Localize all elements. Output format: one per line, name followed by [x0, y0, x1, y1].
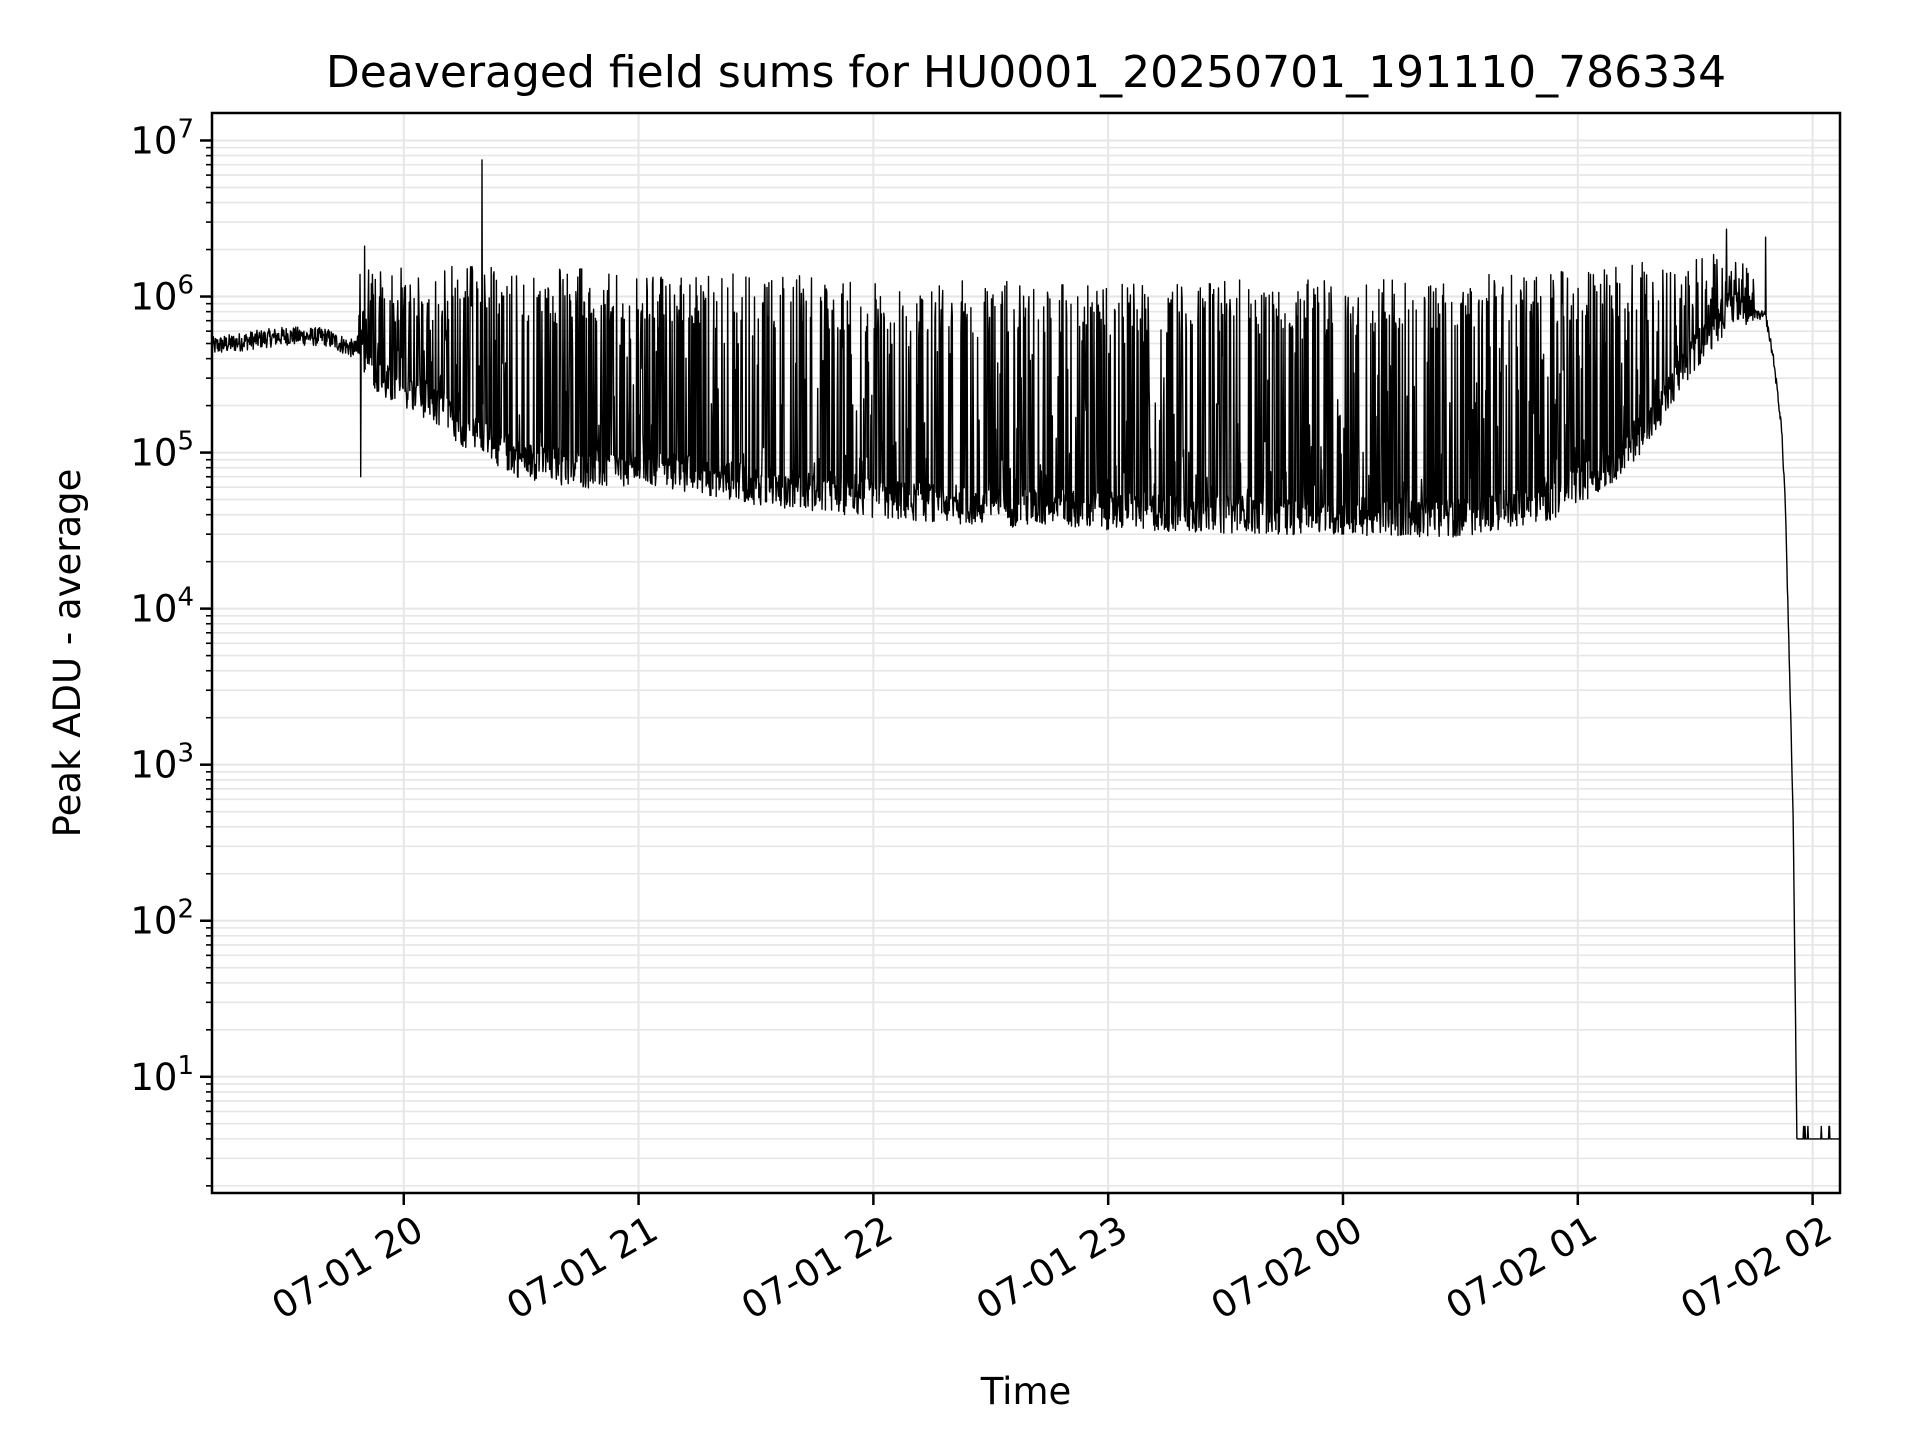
y-tick-label: 107	[130, 114, 194, 162]
y-tick-label-base: 10	[130, 588, 177, 631]
y-tick-label-base: 10	[130, 900, 177, 943]
y-tick-label-base: 10	[130, 432, 177, 475]
axes-frame	[210, 111, 1842, 1195]
y-tick-label-exponent: 4	[177, 583, 194, 613]
y-tick-label-exponent: 1	[177, 1051, 194, 1081]
y-tick-label-base: 10	[130, 744, 177, 787]
y-tick-label: 102	[130, 895, 194, 943]
y-tick-label: 104	[130, 583, 194, 631]
plot-area	[211, 159, 1840, 1140]
y-tick-label: 106	[130, 271, 194, 319]
y-tick-label-base: 10	[130, 276, 177, 319]
y-tick-label-exponent: 6	[177, 271, 194, 301]
y-axis-label: Peak ADU - average	[46, 469, 89, 838]
series-line	[211, 159, 1840, 1140]
y-tick-label: 103	[130, 739, 194, 787]
y-tick-label-exponent: 3	[177, 739, 194, 769]
y-tick-label: 101	[130, 1051, 194, 1099]
y-tick-label: 105	[130, 427, 194, 475]
y-tick-label-base: 10	[130, 119, 177, 162]
x-axis-label: Time	[980, 1370, 1072, 1413]
y-tick-label-exponent: 5	[177, 427, 194, 457]
y-tick-label-base: 10	[130, 1056, 177, 1099]
y-tick-label-exponent: 7	[177, 114, 194, 144]
y-tick-label-exponent: 2	[177, 895, 194, 925]
chart-title: Deaveraged field sums for HU0001_2025070…	[326, 47, 1726, 98]
